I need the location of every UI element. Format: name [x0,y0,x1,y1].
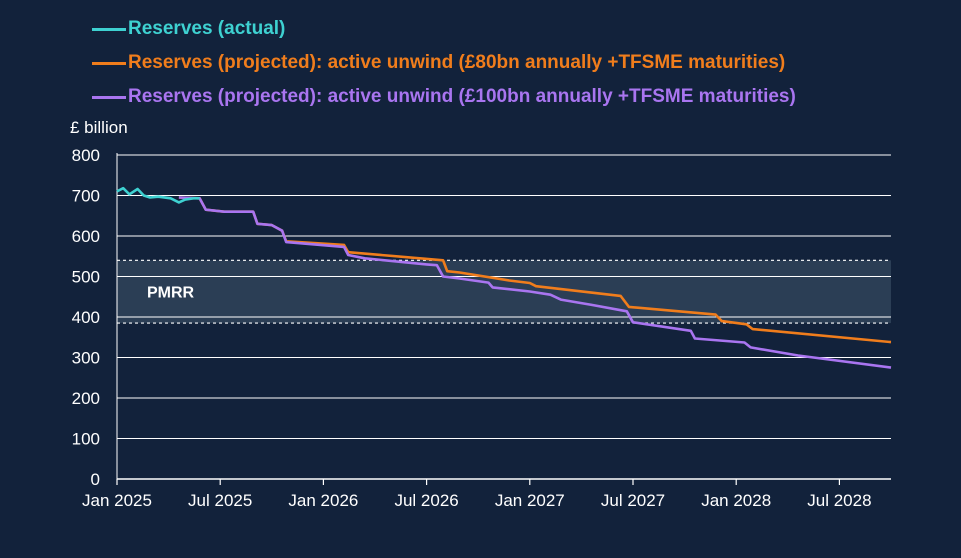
x-tick-label: Jul 2025 [188,491,252,510]
series-line-projected-100bn [178,196,892,369]
pmrr-label: PMRR [147,285,195,302]
series-line-actual [116,186,200,204]
legend-label-projected-80bn: Reserves (projected): active unwind (£80… [128,52,786,73]
y-tick-label: 600 [72,227,100,246]
x-tick-label: Jul 2027 [601,491,665,510]
x-tick-label: Jan 2027 [495,491,565,510]
pmrr-band [117,260,891,324]
legend-swatch-projected-80bn [92,61,126,65]
legend-item-projected-80bn: Reserves (projected): active unwind (£80… [92,46,796,80]
y-tick-label: 700 [72,187,100,206]
x-tick-label: Jan 2025 [82,491,152,510]
legend-swatch-actual [92,27,126,31]
y-tick-label: 800 [72,146,100,165]
y-axis-label: £ billion [70,118,128,137]
y-tick-label: 300 [72,349,100,368]
x-tick-label: Jan 2026 [288,491,358,510]
x-tick-label: Jul 2026 [394,491,458,510]
x-tick-label: Jul 2028 [807,491,871,510]
y-tick-label: 200 [72,389,100,408]
legend-swatch-projected-100bn [92,95,126,99]
y-tick-label: 100 [72,430,100,449]
chart-legend: Reserves (actual) Reserves (projected): … [92,12,796,114]
legend-item-actual: Reserves (actual) [92,12,796,46]
y-tick-label: 0 [91,470,100,489]
y-tick-label: 400 [72,308,100,327]
y-tick-label: 500 [72,268,100,287]
legend-label-actual: Reserves (actual) [128,18,286,39]
x-tick-label: Jan 2028 [701,491,771,510]
legend-label-projected-100bn: Reserves (projected): active unwind (£10… [128,86,796,107]
legend-item-projected-100bn: Reserves (projected): active unwind (£10… [92,80,796,114]
